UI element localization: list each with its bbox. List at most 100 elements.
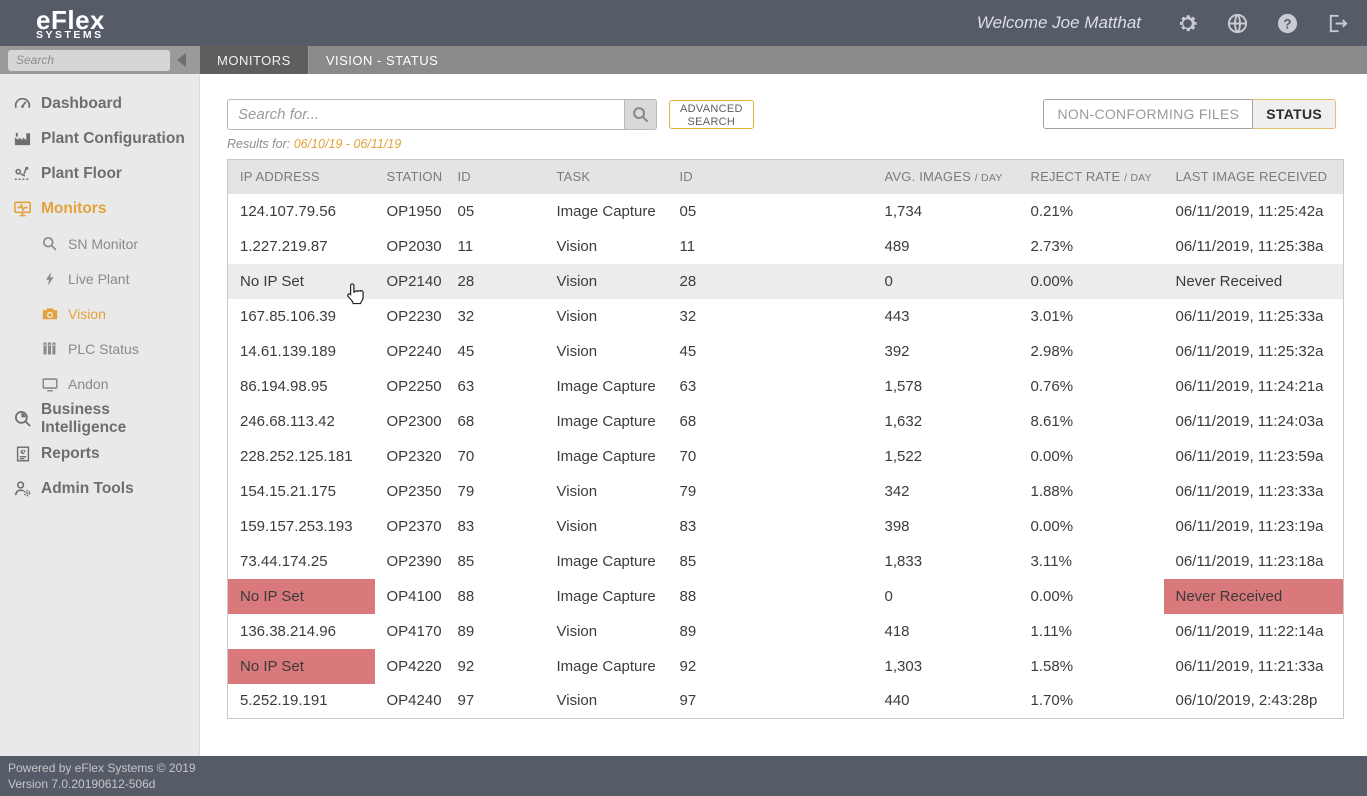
- display-icon: [40, 374, 59, 393]
- cell-station: OP1950: [386, 202, 442, 220]
- cell-task: Vision: [556, 517, 598, 535]
- table-row[interactable]: 86.194.98.95 OP2250 63 Image Capture 63 …: [228, 369, 1344, 404]
- pie-magnifier-icon: [13, 409, 32, 428]
- cell-station: OP4240: [386, 692, 442, 710]
- cell-station: OP4170: [386, 622, 442, 640]
- cell-ip-address: 5.252.19.191: [240, 692, 328, 710]
- sidebar-item-label: Vision: [68, 305, 106, 322]
- cell-task: Vision: [556, 622, 598, 640]
- sidebar-item-plant-floor[interactable]: Plant Floor: [0, 156, 199, 191]
- table-row[interactable]: 246.68.113.42 OP2300 68 Image Capture 68…: [228, 404, 1344, 439]
- cell-reject-rate: 2.73%: [1030, 237, 1074, 255]
- col-header-task[interactable]: TASK: [544, 159, 668, 194]
- cell-ip-address: 136.38.214.96: [240, 622, 336, 640]
- advanced-search-button[interactable]: ADVANCED SEARCH: [669, 100, 754, 129]
- status-button[interactable]: STATUS: [1253, 99, 1336, 129]
- sidebar-collapse-icon[interactable]: [177, 53, 186, 67]
- table-row[interactable]: 14.61.139.189 OP2240 45 Vision 45 392 2.…: [228, 334, 1344, 369]
- cell-task: Image Capture: [556, 202, 656, 220]
- cell-ip-address: No IP Set: [227, 578, 375, 614]
- cell-last-image-received: 06/11/2019, 11:25:42a: [1175, 202, 1324, 220]
- cell-task: Image Capture: [556, 447, 656, 465]
- col-header-last-image[interactable]: LAST IMAGE RECEIVED: [1163, 159, 1344, 194]
- tab-strip: MONITORS VISION - STATUS: [0, 46, 1367, 74]
- sidebar-item-vision[interactable]: Vision: [0, 296, 199, 331]
- cell-task-id: 63: [679, 377, 697, 395]
- cell-task: Image Capture: [556, 587, 656, 605]
- col-header-ip-address[interactable]: IP ADDRESS: [227, 159, 375, 194]
- cell-station-id: 45: [457, 342, 475, 360]
- sidebar-item-business-intelligence[interactable]: Business Intelligence: [0, 401, 199, 436]
- col-header-station-id[interactable]: ID: [445, 159, 545, 194]
- sidebar-item-plc-status[interactable]: PLC Status: [0, 331, 199, 366]
- sidebar-search-input[interactable]: [8, 49, 170, 71]
- tab-vision-status[interactable]: VISION - STATUS: [307, 46, 456, 74]
- plant-floor-icon: [13, 164, 32, 183]
- settings-gear-icon[interactable]: [1175, 11, 1199, 35]
- vision-status-table: IP ADDRESS STATION ID TASK ID AVG. IMAGE…: [227, 159, 1344, 719]
- cell-station-id: 92: [457, 657, 475, 675]
- sidebar-item-label: Andon: [68, 375, 109, 392]
- cell-station-id: 88: [457, 587, 475, 605]
- cell-reject-rate: 1.11%: [1030, 622, 1072, 640]
- logout-icon[interactable]: [1325, 11, 1349, 35]
- col-header-station[interactable]: STATION: [374, 159, 446, 194]
- table-row[interactable]: No IP Set OP2140 28 Vision 28 0 0.00% Ne…: [227, 263, 1344, 299]
- sidebar-item-andon[interactable]: Andon: [0, 366, 199, 401]
- sidebar-item-monitors[interactable]: Monitors: [0, 191, 199, 226]
- sidebar-item-reports[interactable]: Reports: [0, 436, 199, 471]
- cell-task: Image Capture: [556, 377, 656, 395]
- cell-last-image-received: 06/11/2019, 11:23:18a: [1175, 552, 1324, 570]
- sidebar-item-admin-tools[interactable]: Admin Tools: [0, 471, 199, 506]
- cell-task: Image Capture: [556, 552, 656, 570]
- sidebar: Dashboard Plant Configuration Plant Floo…: [0, 74, 200, 756]
- toolbar: ADVANCED SEARCH: [227, 99, 1367, 130]
- col-header-reject-rate[interactable]: REJECT RATE / DAY: [1018, 159, 1164, 194]
- cell-avg-images: 489: [884, 237, 910, 255]
- table-row[interactable]: 167.85.106.39 OP2230 32 Vision 32 443 3.…: [228, 299, 1344, 334]
- cell-station-id: 85: [457, 552, 475, 570]
- sidebar-item-sn-monitor[interactable]: SN Monitor: [0, 226, 199, 261]
- sidebar-item-label: SN Monitor: [68, 235, 139, 252]
- eflex-logo: eFlex SYSTEMS: [36, 7, 105, 41]
- table-row[interactable]: 124.107.79.56 OP1950 05 Image Capture 05…: [228, 194, 1344, 229]
- cell-avg-images: 1,522: [884, 447, 923, 465]
- sidebar-item-live-plant[interactable]: Live Plant: [0, 261, 199, 296]
- logo-text-main: eFlex: [36, 5, 105, 36]
- results-date-range[interactable]: 06/10/19 - 06/11/19: [293, 137, 402, 151]
- cell-task-id: 79: [679, 482, 697, 500]
- cell-reject-rate: 2.98%: [1030, 342, 1074, 360]
- table-row[interactable]: 1.227.219.87 OP2030 11 Vision 11 489 2.7…: [228, 229, 1344, 264]
- cell-avg-images: 440: [884, 692, 910, 710]
- sidebar-item-dashboard[interactable]: Dashboard: [0, 86, 199, 121]
- table-row[interactable]: 154.15.21.175 OP2350 79 Vision 79 342 1.…: [228, 474, 1344, 509]
- sidebar-item-plant-configuration[interactable]: Plant Configuration: [0, 121, 199, 156]
- table-row[interactable]: 136.38.214.96 OP4170 89 Vision 89 418 1.…: [228, 614, 1344, 649]
- globe-icon[interactable]: [1225, 11, 1249, 35]
- table-row[interactable]: No IP Set OP4100 88 Image Capture 88 0 0…: [227, 578, 1344, 614]
- col-header-task-id[interactable]: ID: [667, 159, 873, 194]
- search-button[interactable]: [624, 100, 656, 129]
- cell-task: Vision: [544, 263, 668, 299]
- cell-ip-address: 124.107.79.56: [240, 202, 336, 220]
- logo-text-sub: SYSTEMS: [36, 29, 104, 42]
- col-header-avg-images[interactable]: AVG. IMAGES / DAY: [872, 159, 1019, 194]
- cell-avg-images: 1,833: [884, 552, 923, 570]
- header-actions: Welcome Joe Matthat ?: [977, 11, 1349, 35]
- sidebar-item-label: PLC Status: [68, 340, 139, 357]
- cell-task-id: 88: [679, 587, 697, 605]
- table-row[interactable]: 228.252.125.181 OP2320 70 Image Capture …: [228, 439, 1344, 474]
- search-input[interactable]: [228, 100, 624, 129]
- cell-task-id: 83: [679, 517, 697, 535]
- sidebar-item-label: Business Intelligence: [41, 400, 127, 436]
- table-row[interactable]: 73.44.174.25 OP2390 85 Image Capture 85 …: [228, 544, 1344, 579]
- non-conforming-files-button[interactable]: NON-CONFORMING FILES: [1043, 99, 1254, 129]
- cell-task-id: 70: [679, 447, 697, 465]
- table-row[interactable]: 5.252.19.191 OP4240 97 Vision 97 440 1.7…: [228, 684, 1344, 719]
- cell-reject-rate: 3.01%: [1030, 307, 1074, 325]
- tab-monitors[interactable]: MONITORS: [200, 46, 308, 74]
- help-icon[interactable]: ?: [1275, 11, 1299, 35]
- table-row[interactable]: No IP Set OP4220 92 Image Capture 92 1,3…: [227, 648, 1344, 684]
- table-row[interactable]: 159.157.253.193 OP2370 83 Vision 83 398 …: [228, 509, 1344, 544]
- cell-ip-address: No IP Set: [227, 648, 375, 684]
